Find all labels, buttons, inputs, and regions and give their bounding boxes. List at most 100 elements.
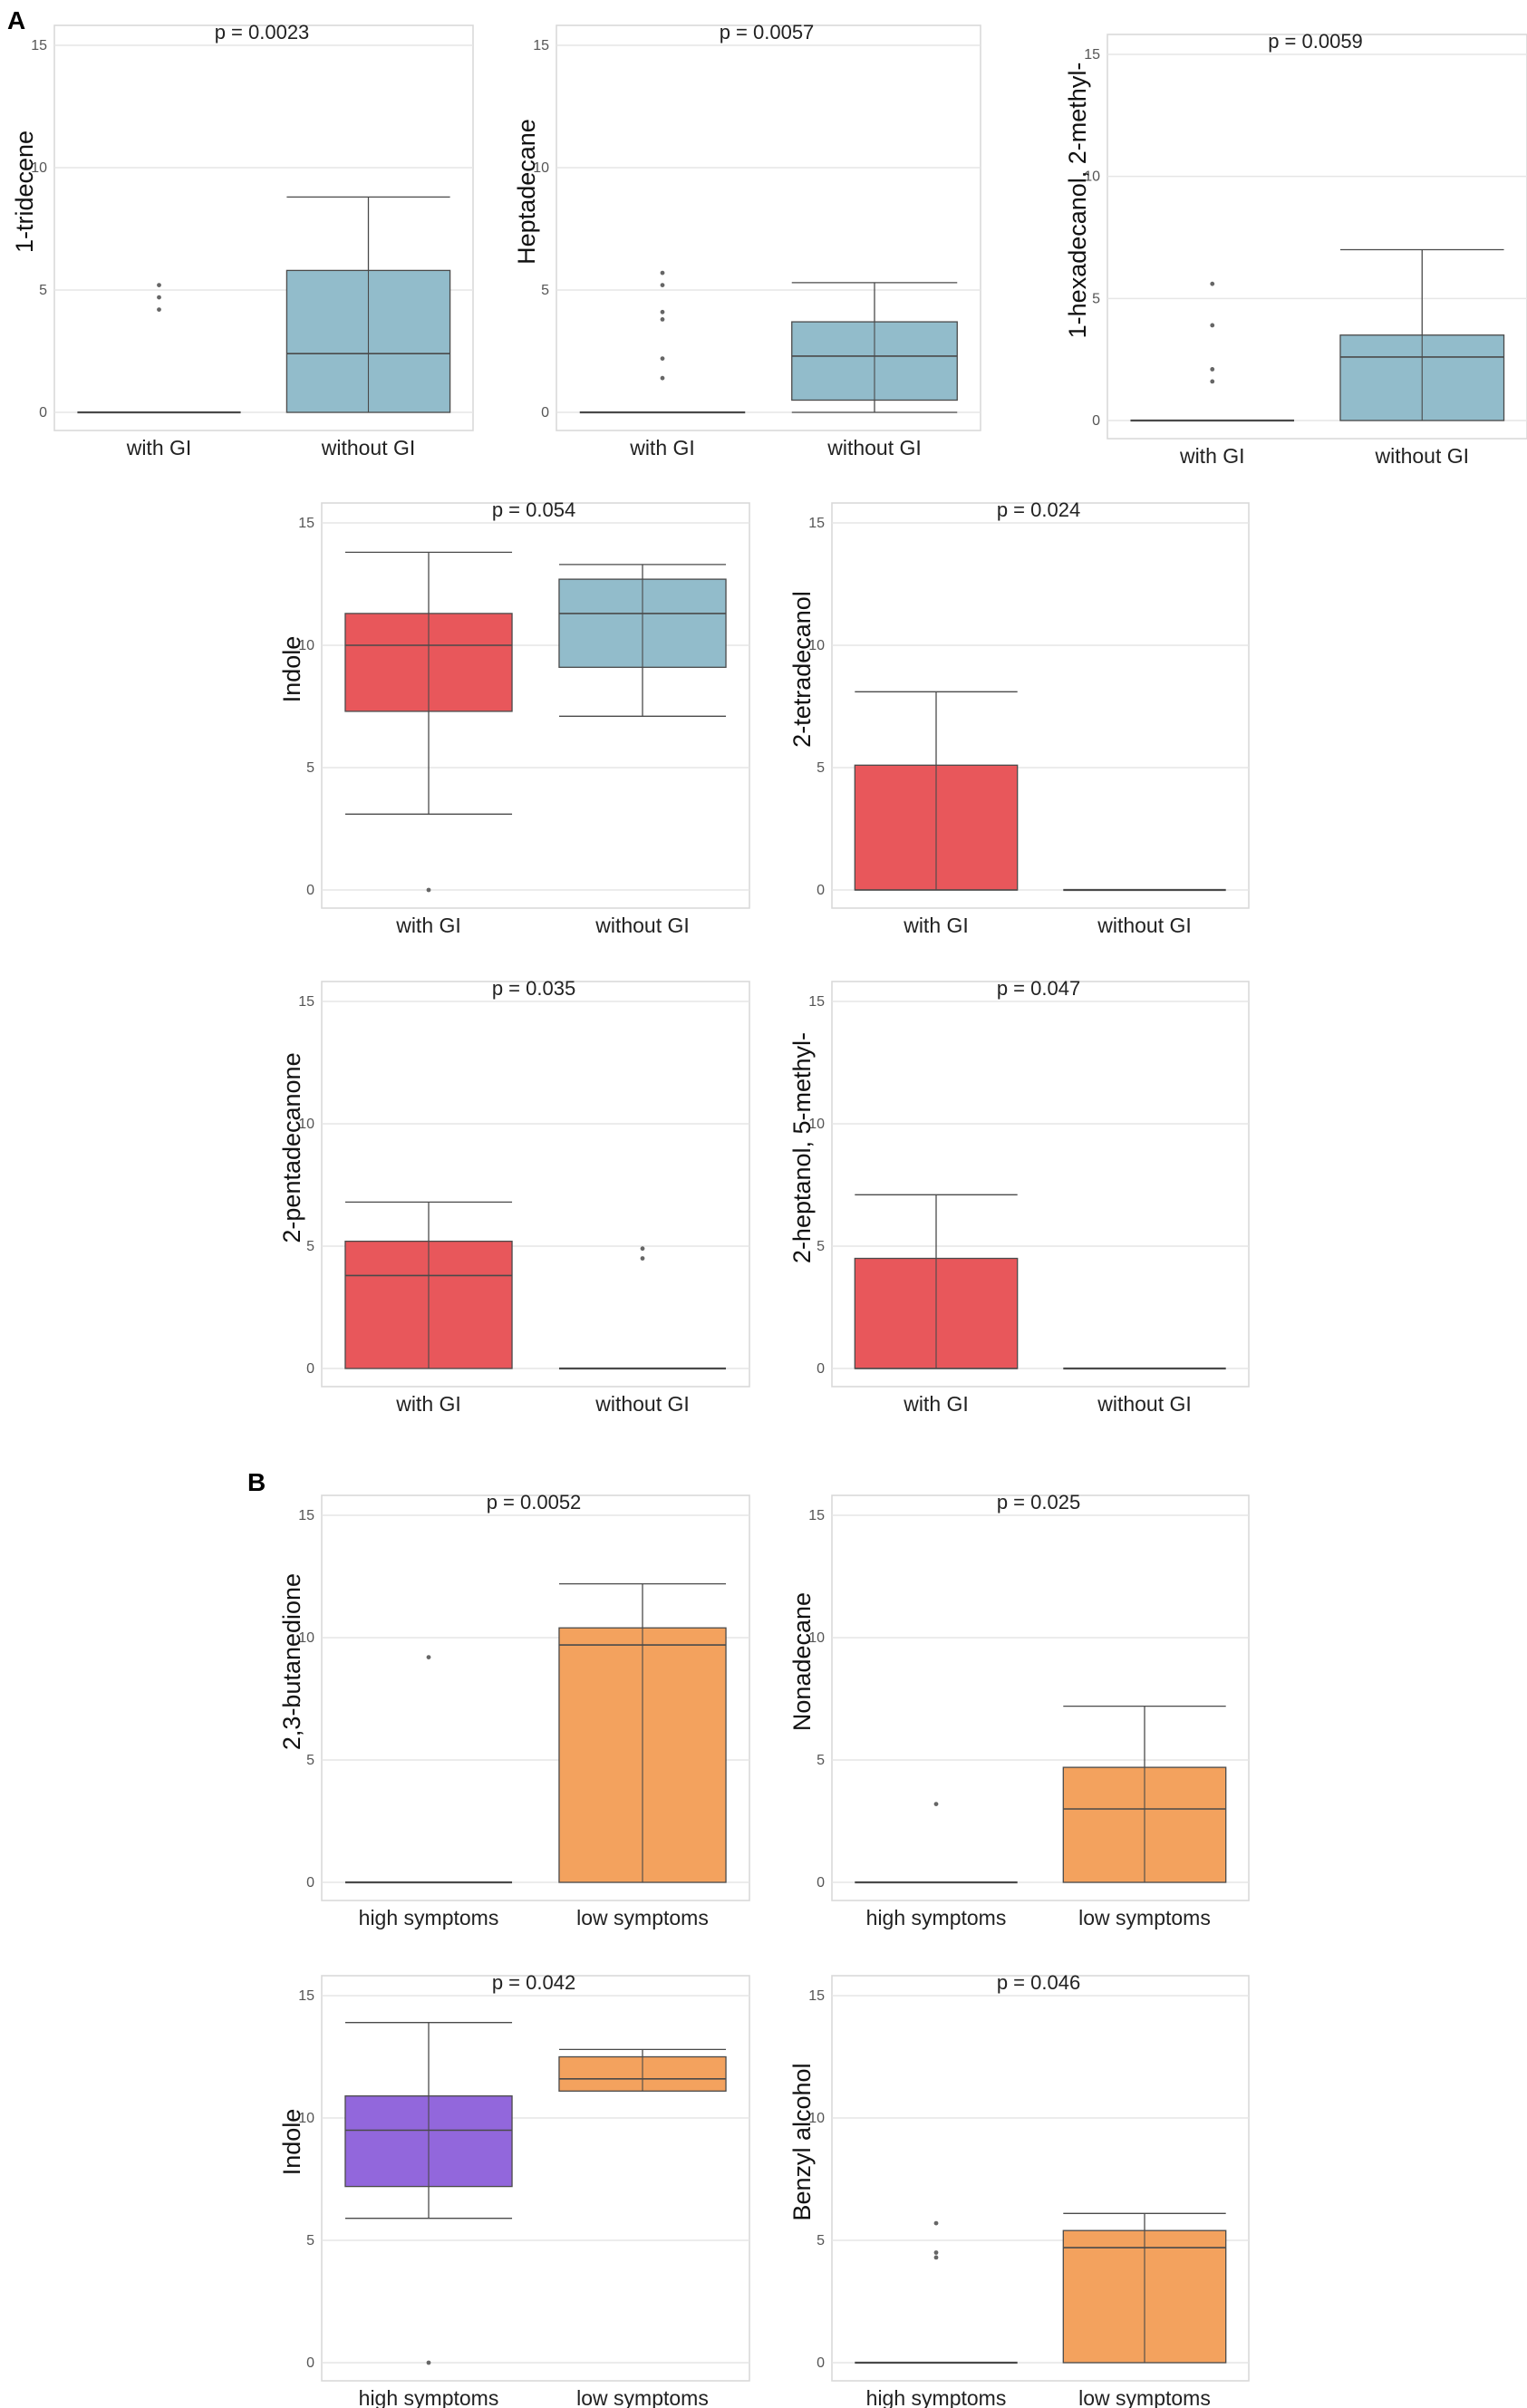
outlier-point [1210, 281, 1215, 286]
outlier-point [660, 283, 665, 287]
boxplot-panel: 0 5 10 15 with GI without GI p = 0.047 2-heptan… [788, 977, 1250, 1416]
y-axis-label: 1-hexadecanol, 2-methyl- [1064, 63, 1091, 339]
panel-label-b: B [247, 1468, 266, 1496]
y-tick-label: 15 [808, 1508, 825, 1523]
y-tick-label: 0 [541, 405, 549, 421]
y-tick-label: 0 [817, 1875, 825, 1891]
p-value-label: p = 0.054 [492, 498, 575, 521]
boxplot-panel: 0 5 10 15 with GI without GI p = 0.054 Indole [278, 498, 750, 937]
y-tick-label: 0 [817, 2355, 825, 2371]
p-value-label: p = 0.047 [997, 977, 1080, 1000]
outlier-point [933, 2220, 939, 2226]
y-tick-label: 10 [298, 1630, 314, 1646]
panel-label-a: A [7, 6, 25, 34]
y-axis-label: Indole [278, 636, 305, 703]
x-tick-label: low symptoms [1078, 1906, 1211, 1929]
x-tick-label: with GI [395, 1392, 461, 1416]
y-tick-label: 5 [306, 760, 314, 776]
y-tick-label: 0 [817, 1361, 825, 1377]
x-tick-label: low symptoms [576, 2386, 709, 2408]
outlier-point [640, 1246, 645, 1252]
y-tick-label: 15 [1084, 47, 1100, 63]
y-tick-label: 0 [39, 405, 47, 421]
outlier-point [933, 1802, 939, 1806]
y-axis-label: Indole [278, 2109, 305, 2176]
y-tick-label: 10 [298, 1117, 314, 1132]
y-axis-label: Nonadecane [788, 1592, 816, 1731]
x-tick-label: low symptoms [1078, 2386, 1211, 2408]
boxplot-panel: 0 5 10 15 high symptoms low symptoms p = 0.005… [278, 1491, 750, 1929]
y-tick-label: 5 [817, 1239, 825, 1254]
y-tick-label: 10 [808, 1117, 825, 1132]
x-tick-label: high symptoms [359, 1906, 499, 1929]
y-tick-label: 15 [298, 1508, 314, 1523]
boxplot-panel: 0 5 10 15 with GI without GI p = 0.0023 1-tride… [11, 21, 474, 459]
outlier-point [660, 270, 665, 276]
y-tick-label: 10 [533, 160, 549, 176]
y-axis-label: 2-heptanol, 5-methyl- [788, 1032, 816, 1263]
boxplot-panel: 0 5 10 15 with GI without GI p = 0.0059 1-hexad… [1064, 30, 1527, 468]
outlier-point [660, 356, 665, 361]
boxplot-panel: 0 5 10 15 with GI without GI p = 0.0057 Heptade… [513, 21, 981, 459]
y-tick-label: 10 [31, 160, 47, 176]
y-tick-label: 15 [298, 516, 314, 531]
outlier-point [157, 307, 161, 312]
outlier-point [660, 317, 665, 322]
outlier-point [933, 2255, 939, 2260]
outlier-point [1210, 379, 1215, 384]
y-axis-label: 1-tridecene [11, 131, 38, 253]
boxplot-panels: 0 5 10 15 with GI without GI p = 0.0023 1-tride… [11, 21, 1527, 2408]
p-value-label: p = 0.0052 [487, 1491, 582, 1513]
x-tick-label: with GI [1179, 444, 1245, 468]
y-tick-label: 5 [541, 283, 549, 298]
y-tick-label: 15 [808, 994, 825, 1010]
outlier-point [1210, 367, 1215, 372]
x-tick-label: without GI [826, 436, 922, 459]
x-tick-label: without GI [1374, 444, 1469, 468]
y-tick-label: 10 [298, 638, 314, 653]
x-tick-label: high symptoms [359, 2386, 499, 2408]
y-axis-label: 2-pentadecanone [278, 1052, 305, 1243]
p-value-label: p = 0.0023 [215, 21, 310, 44]
x-tick-label: without GI [594, 914, 690, 937]
x-tick-label: low symptoms [576, 1906, 709, 1929]
outlier-point [157, 283, 161, 287]
outlier-point [157, 295, 161, 300]
boxplot-panel: 0 5 10 15 with GI without GI p = 0.035 2-pentad… [278, 977, 750, 1416]
y-tick-label: 10 [808, 638, 825, 653]
y-tick-label: 5 [306, 2233, 314, 2248]
y-tick-label: 0 [306, 1361, 314, 1377]
x-tick-label: without GI [594, 1392, 690, 1416]
y-axis-label: Heptadecane [513, 119, 540, 265]
p-value-label: p = 0.042 [492, 1971, 575, 1994]
plot-frame [556, 24, 981, 431]
y-tick-label: 10 [808, 1630, 825, 1646]
x-tick-label: with GI [903, 914, 969, 937]
y-tick-label: 5 [817, 2233, 825, 2248]
p-value-label: p = 0.035 [492, 977, 575, 1000]
y-tick-label: 5 [817, 760, 825, 776]
boxplot-panel: 0 5 10 15 high symptoms low symptoms p = 0.042… [278, 1971, 750, 2408]
x-tick-label: with GI [395, 914, 461, 937]
p-value-label: p = 0.025 [997, 1491, 1080, 1513]
y-tick-label: 10 [298, 2111, 314, 2126]
y-axis-label: 2,3-butanedione [278, 1573, 305, 1750]
y-tick-label: 10 [1084, 169, 1100, 185]
outlier-point [426, 2360, 431, 2365]
outlier-point [640, 1256, 645, 1261]
y-tick-label: 0 [306, 2355, 314, 2371]
y-tick-label: 15 [533, 38, 549, 53]
boxplot-panel: 0 5 10 15 high symptoms low symptoms p = 0.046… [788, 1971, 1250, 2408]
y-tick-label: 5 [306, 1753, 314, 1768]
x-tick-label: without GI [1097, 1392, 1192, 1416]
boxplot-panel: 0 5 10 15 with GI without GI p = 0.024 2-tetrad… [788, 498, 1250, 937]
y-tick-label: 0 [817, 883, 825, 898]
x-tick-label: without GI [1097, 914, 1192, 937]
y-axis-label: 2-tetradecanol [788, 591, 816, 748]
x-tick-label: without GI [321, 436, 416, 459]
y-tick-label: 5 [1092, 291, 1100, 306]
y-tick-label: 0 [1092, 413, 1100, 429]
y-tick-label: 5 [817, 1753, 825, 1768]
y-tick-label: 15 [298, 994, 314, 1010]
